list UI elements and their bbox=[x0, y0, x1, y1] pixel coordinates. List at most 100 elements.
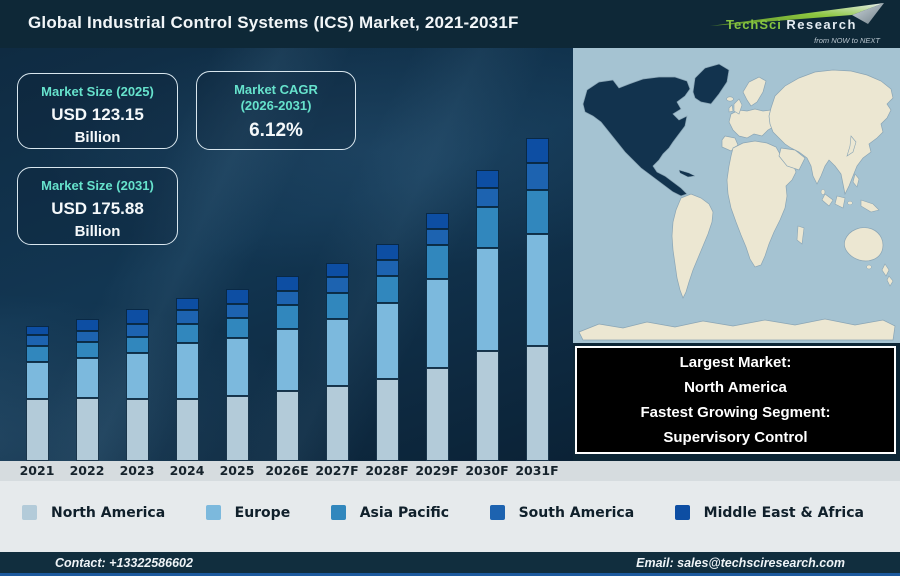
bar-segment bbox=[275, 291, 299, 305]
x-axis-label: 2022 bbox=[69, 463, 105, 478]
callout-label: Market CAGR bbox=[234, 82, 318, 97]
header-bar: Global Industrial Control Systems (ICS) … bbox=[0, 0, 900, 48]
bar-2030F bbox=[475, 170, 499, 461]
bar-segment bbox=[525, 234, 549, 346]
bar-segment bbox=[125, 399, 149, 461]
bar-segment bbox=[175, 298, 199, 310]
bar-segment bbox=[25, 399, 49, 461]
island-new-guinea bbox=[860, 199, 880, 213]
bar-segment bbox=[175, 343, 199, 399]
legend-item: South America bbox=[489, 504, 635, 521]
island-srilanka bbox=[820, 189, 826, 195]
bar-2031F bbox=[525, 138, 549, 461]
bar-2025 bbox=[225, 289, 249, 461]
bar-2024 bbox=[175, 298, 199, 461]
bar-segment bbox=[175, 310, 199, 324]
island-britain bbox=[733, 98, 743, 115]
bar-segment bbox=[325, 386, 349, 461]
x-axis-label: 2028F bbox=[365, 463, 409, 478]
world-map bbox=[573, 48, 900, 343]
bar-2028F bbox=[375, 244, 399, 461]
continent-south-america bbox=[671, 193, 714, 299]
bar-segment bbox=[525, 163, 549, 190]
callout-value: 6.12% bbox=[249, 120, 303, 141]
bar-2021 bbox=[25, 326, 49, 461]
bar-segment bbox=[425, 245, 449, 279]
continent-australia bbox=[844, 227, 884, 262]
bar-segment bbox=[525, 138, 549, 163]
island-new-zealand bbox=[881, 263, 894, 287]
x-axis-label: 2024 bbox=[169, 463, 205, 478]
x-axis-label: 2023 bbox=[119, 463, 155, 478]
region-north-america bbox=[582, 76, 691, 197]
legend-swatch bbox=[674, 505, 690, 520]
bar-segment bbox=[225, 304, 249, 318]
footer-bar: Contact: +13322586602 Email: sales@techs… bbox=[0, 552, 900, 576]
x-axis-label: 2021 bbox=[19, 463, 55, 478]
bar-segment bbox=[25, 326, 49, 335]
callout-market-cagr: Market CAGR (2026-2031) 6.12% bbox=[196, 71, 356, 150]
x-axis-label: 2026E bbox=[265, 463, 309, 478]
highlight-line: Largest Market: bbox=[679, 354, 792, 371]
bar-segment bbox=[325, 293, 349, 319]
highlight-line: North America bbox=[684, 379, 787, 396]
bar-segment bbox=[525, 346, 549, 461]
x-axis: 2021 2022 2023 2024 2025 2026E 2027F 2028F 2029F… bbox=[0, 461, 900, 481]
island-borneo bbox=[834, 195, 846, 209]
bar-segment bbox=[375, 260, 399, 276]
page-title: Global Industrial Control Systems (ICS) … bbox=[28, 13, 519, 32]
bar-segment bbox=[375, 244, 399, 260]
bar-2026E bbox=[275, 276, 299, 461]
callout-value: USD 123.15 bbox=[51, 105, 144, 124]
legend-band: North America Europe Asia Pacific South Ame… bbox=[0, 481, 900, 552]
logo-wordmark: TechSci Research bbox=[726, 16, 857, 34]
bar-segment bbox=[225, 338, 249, 396]
legend-label: Asia Pacific bbox=[359, 504, 450, 521]
highlight-box: Largest Market: North America Fastest Grow… bbox=[575, 346, 896, 454]
callout-label: Market Size (2025) bbox=[41, 84, 154, 99]
bar-segment bbox=[75, 319, 99, 331]
bar-segment bbox=[275, 329, 299, 391]
island-japan bbox=[846, 135, 857, 157]
bar-segment bbox=[375, 303, 399, 379]
x-axis-label: 2025 bbox=[219, 463, 255, 478]
legend-item: Middle East & Africa bbox=[674, 505, 864, 521]
bar-segment bbox=[375, 276, 399, 303]
bar-segment bbox=[375, 379, 399, 461]
highlight-line: Supervisory Control bbox=[663, 429, 808, 446]
bar-segment bbox=[425, 213, 449, 229]
bar-2023 bbox=[125, 309, 149, 461]
bar-2027F bbox=[325, 263, 349, 461]
bar-segment bbox=[275, 305, 299, 329]
legend-label: Europe bbox=[234, 504, 291, 521]
continent-antarctica bbox=[578, 318, 896, 341]
bar-segment bbox=[125, 353, 149, 399]
bar-segment bbox=[425, 279, 449, 368]
island-cuba bbox=[678, 169, 696, 178]
bar-segment bbox=[525, 190, 549, 234]
legend-label: South America bbox=[518, 504, 635, 521]
logo-tagline: from NOW to NEXT bbox=[814, 36, 880, 45]
island-sulawesi bbox=[847, 200, 853, 206]
bar-segment bbox=[125, 309, 149, 324]
bar-segment bbox=[325, 263, 349, 277]
region-scandinavia bbox=[742, 76, 767, 107]
bar-plot bbox=[0, 48, 573, 461]
region-greenland bbox=[692, 63, 730, 105]
bar-segment bbox=[175, 324, 199, 343]
callout-unit: Billion bbox=[74, 129, 121, 146]
bar-segment bbox=[275, 391, 299, 461]
x-axis-label: 2030F bbox=[465, 463, 509, 478]
island-madagascar bbox=[796, 225, 805, 245]
map-panel bbox=[573, 48, 900, 343]
bar-segment bbox=[475, 248, 499, 351]
legend-swatch bbox=[330, 505, 346, 520]
bar-segment bbox=[325, 277, 349, 293]
bar-segment bbox=[25, 335, 49, 346]
x-axis-label: 2031F bbox=[515, 463, 559, 478]
callout-unit: Billion bbox=[74, 223, 121, 240]
bar-segment bbox=[325, 319, 349, 386]
island-tasmania bbox=[866, 264, 872, 270]
bar-segment bbox=[75, 398, 99, 461]
island-sumatra bbox=[821, 193, 834, 207]
